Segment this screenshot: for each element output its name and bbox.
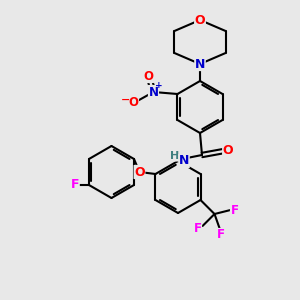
- Text: F: F: [71, 178, 79, 191]
- Text: N: N: [195, 58, 205, 70]
- Text: O: O: [134, 166, 145, 178]
- Text: +: +: [155, 82, 162, 91]
- Text: N: N: [179, 154, 189, 167]
- Text: O: O: [143, 70, 154, 83]
- Text: F: F: [230, 203, 238, 217]
- Text: O: O: [195, 14, 205, 26]
- Text: F: F: [217, 229, 224, 242]
- Text: −: −: [121, 95, 130, 105]
- Text: N: N: [148, 85, 158, 98]
- Text: O: O: [223, 145, 233, 158]
- Text: O: O: [128, 95, 139, 109]
- Text: F: F: [194, 223, 202, 236]
- Text: H: H: [170, 151, 180, 161]
